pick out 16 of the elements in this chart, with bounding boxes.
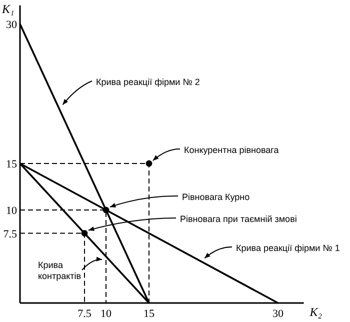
y-tick-label: 10 bbox=[6, 205, 18, 217]
annotation: Рівновага Курно bbox=[182, 192, 250, 202]
y-axis-title: K₁ bbox=[1, 2, 14, 16]
annotation: Крива контрактів bbox=[38, 260, 82, 281]
annotation: Конкурентна рівновага bbox=[184, 145, 279, 155]
y-tick-label: 15 bbox=[6, 158, 18, 170]
y-tick-label: 30 bbox=[6, 19, 18, 31]
annotation: Крива реакції фірми № 2 bbox=[96, 77, 200, 87]
x-tick-label: 10 bbox=[100, 308, 112, 320]
y-tick-label: 7.5 bbox=[3, 228, 18, 240]
x-tick-label: 7.5 bbox=[78, 308, 92, 320]
x-tick-label: 15 bbox=[144, 308, 155, 320]
annotation: Рівновага при таємній змові bbox=[180, 214, 297, 224]
x-axis-title: K₂ bbox=[308, 305, 322, 319]
annotation: Крива реакції фірми № 1 bbox=[236, 243, 340, 253]
x-tick-label: 30 bbox=[272, 308, 284, 320]
